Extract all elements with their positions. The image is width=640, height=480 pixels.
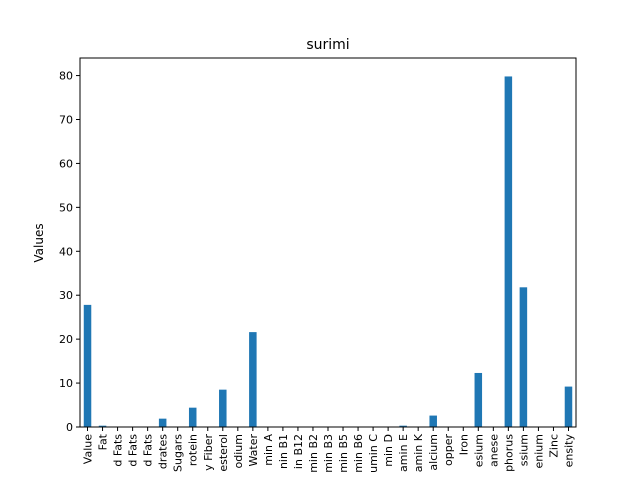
bar xyxy=(188,407,197,427)
x-tick-label: Fat xyxy=(97,433,110,450)
bar xyxy=(158,418,167,427)
x-tick-label: anese xyxy=(487,434,500,467)
bar xyxy=(83,304,92,427)
y-tick-label: 30 xyxy=(59,289,73,302)
x-tick-label: Iron xyxy=(457,434,470,455)
x-tick-label: alcium xyxy=(427,434,440,471)
x-tick-label: enium xyxy=(532,434,545,468)
x-tick-label: esium xyxy=(472,434,485,467)
x-axis: Value Fat d Fats d Fats d Fats drates Sugars ro… xyxy=(82,427,575,473)
x-tick-label: d Fats xyxy=(112,434,125,467)
x-tick-label: min B2 xyxy=(307,434,320,473)
y-tick-label: 60 xyxy=(59,157,73,170)
x-tick-label: Sugars xyxy=(172,434,185,472)
x-tick-label: min B5 xyxy=(337,434,350,473)
bar xyxy=(98,425,107,427)
x-tick-label: min B3 xyxy=(322,434,335,473)
y-tick-label: 20 xyxy=(59,333,73,346)
y-axis-label: Values xyxy=(32,223,46,262)
bar xyxy=(219,389,227,427)
x-tick-label: amin E xyxy=(397,434,410,472)
y-tick-label: 70 xyxy=(59,114,73,127)
y-axis: 0 10 20 30 40 50 60 70 80 xyxy=(59,70,80,434)
y-tick-label: 40 xyxy=(59,245,73,258)
bar xyxy=(504,76,513,427)
x-tick-label: ensity xyxy=(562,434,575,468)
bar xyxy=(249,332,257,427)
x-tick-label: odium xyxy=(232,434,245,468)
x-tick-label: drates xyxy=(157,434,170,469)
y-tick-label: 80 xyxy=(59,70,73,83)
bars-group xyxy=(83,76,573,427)
y-tick-label: 10 xyxy=(59,377,73,390)
bar xyxy=(564,386,573,427)
x-tick-label: min D xyxy=(382,434,395,467)
x-tick-label: Zinc xyxy=(547,434,560,458)
x-tick-label: d Fats xyxy=(127,434,140,467)
plot-frame xyxy=(79,57,577,428)
bar xyxy=(429,415,437,427)
x-tick-label: nin B1 xyxy=(277,434,290,469)
y-tick-label: 0 xyxy=(66,421,73,434)
x-tick-label: Water xyxy=(247,434,260,467)
x-tick-label: Value xyxy=(82,434,95,464)
chart-title: surimi xyxy=(306,37,349,53)
x-tick-label: rotein xyxy=(187,434,200,466)
x-tick-label: opper xyxy=(442,434,455,466)
x-tick-label: phorus xyxy=(502,434,515,472)
y-tick-label: 50 xyxy=(59,201,73,214)
x-tick-label: ssium xyxy=(517,434,530,466)
bar xyxy=(519,287,528,427)
x-tick-label: umin C xyxy=(367,434,380,473)
x-tick-label: esterol xyxy=(217,434,230,472)
bar xyxy=(474,372,483,427)
x-tick-label: min A xyxy=(262,434,275,466)
x-tick-label: in B12 xyxy=(292,434,305,469)
x-tick-label: d Fats xyxy=(142,434,155,467)
x-tick-label: y Fiber xyxy=(202,434,215,471)
bar xyxy=(399,425,407,427)
x-tick-label: amin K xyxy=(412,433,425,472)
x-tick-label: min B6 xyxy=(352,434,365,473)
